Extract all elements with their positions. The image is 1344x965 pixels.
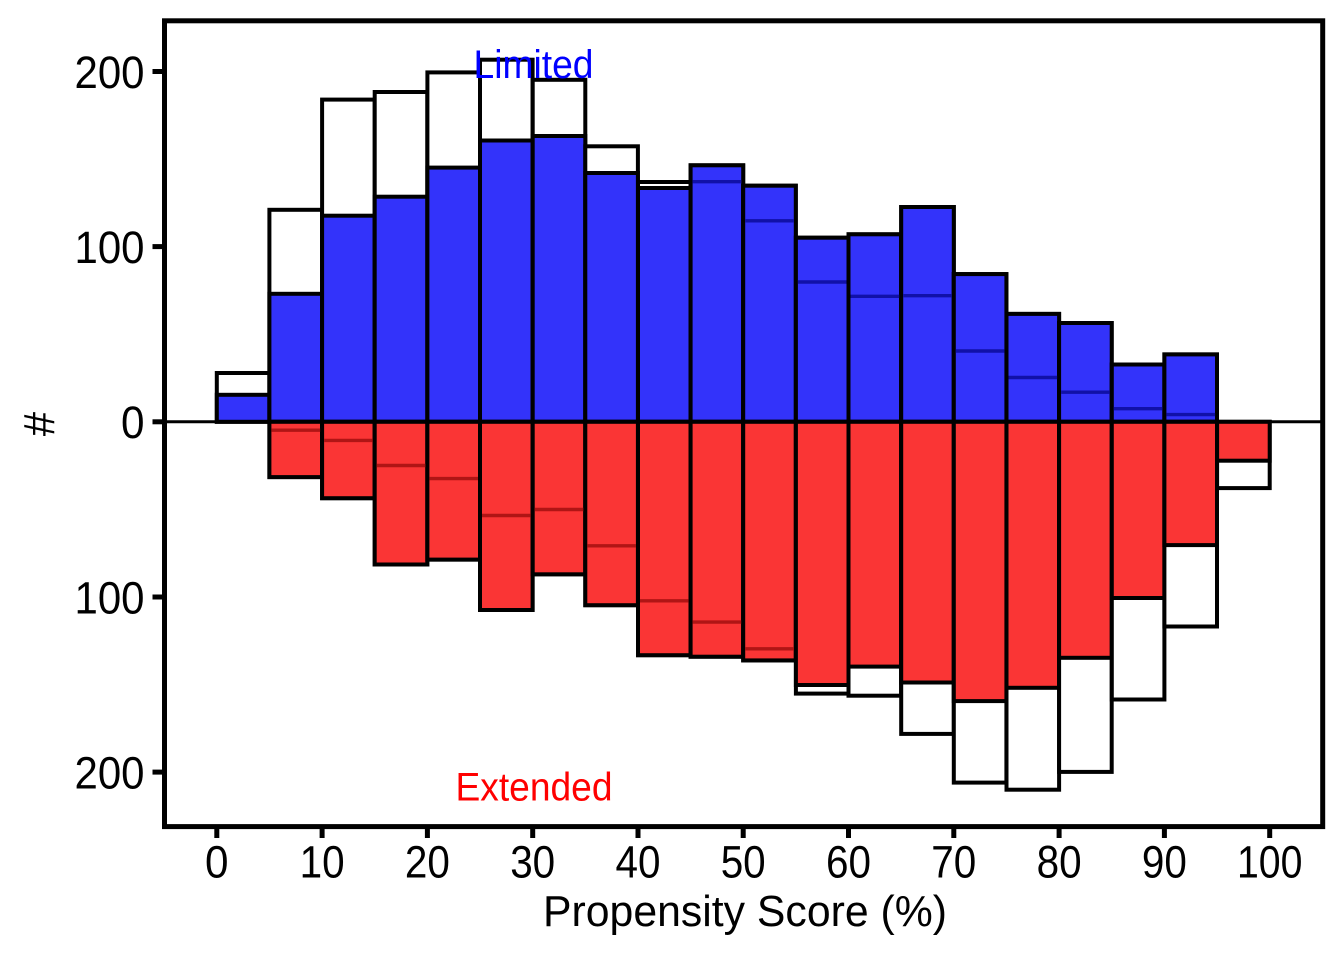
- svg-text:200: 200: [75, 47, 145, 98]
- svg-text:Propensity Score (%): Propensity Score (%): [543, 887, 947, 936]
- svg-text:#: #: [16, 412, 64, 436]
- svg-text:50: 50: [721, 837, 766, 888]
- svg-text:30: 30: [510, 837, 555, 888]
- svg-text:0: 0: [205, 837, 229, 888]
- svg-text:0: 0: [121, 397, 145, 448]
- svg-text:90: 90: [1142, 837, 1187, 888]
- svg-text:100: 100: [1237, 837, 1303, 888]
- svg-text:Limited: Limited: [474, 43, 594, 87]
- svg-text:10: 10: [300, 837, 345, 888]
- svg-text:100: 100: [75, 222, 145, 273]
- svg-text:100: 100: [75, 572, 145, 623]
- svg-text:70: 70: [931, 837, 976, 888]
- svg-text:40: 40: [616, 837, 661, 888]
- svg-text:20: 20: [405, 837, 450, 888]
- svg-text:60: 60: [826, 837, 871, 888]
- svg-text:80: 80: [1037, 837, 1082, 888]
- svg-text:200: 200: [75, 747, 145, 798]
- svg-text:Extended: Extended: [456, 766, 613, 810]
